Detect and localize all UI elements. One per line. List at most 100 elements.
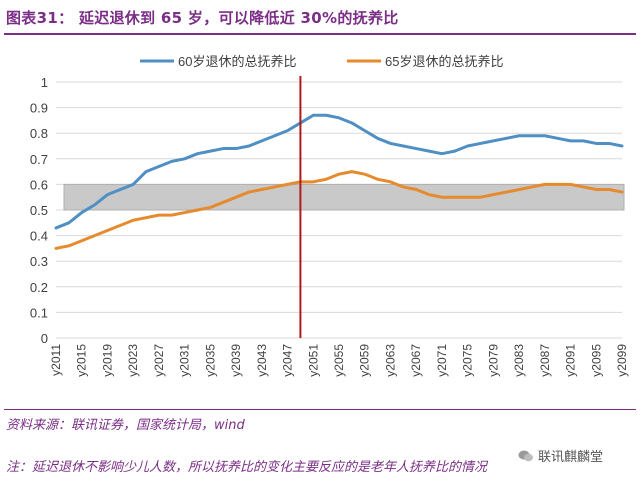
data-point (68, 245, 70, 247)
data-point (196, 152, 199, 155)
data-point (582, 186, 585, 188)
data-point (312, 114, 315, 117)
footnote: 注：延迟退休不影响少儿人数，所以抚养比的变化主要反应的是老年人抚养比的情况 (6, 460, 488, 475)
y-tick-label: 1 (41, 75, 48, 90)
data-point (273, 186, 276, 188)
data-point (453, 196, 456, 198)
x-tick-label: y2027 (152, 344, 166, 377)
data-point (428, 193, 430, 196)
data-point (351, 122, 353, 124)
wechat-icon (518, 450, 533, 461)
data-point (158, 214, 160, 216)
data-point (453, 150, 456, 152)
x-tick-label: y2087 (538, 344, 552, 377)
y-tick-label: 0.9 (30, 101, 48, 116)
data-point (248, 191, 250, 193)
y-tick-label: 0.1 (30, 305, 48, 320)
data-point (119, 188, 122, 191)
data-point (556, 183, 559, 186)
x-tick-label: y2051 (306, 344, 320, 377)
data-point (183, 211, 186, 214)
data-point (286, 183, 289, 186)
data-point (248, 145, 250, 147)
data-point (402, 186, 405, 188)
y-tick-label: 0.2 (30, 280, 48, 295)
data-point (389, 142, 392, 145)
data-point (363, 129, 366, 132)
data-point (312, 181, 315, 183)
data-point (273, 134, 276, 137)
data-point (441, 196, 443, 198)
data-point (479, 142, 482, 145)
data-point (145, 216, 147, 219)
data-point (55, 227, 57, 229)
data-point (428, 150, 430, 152)
data-point (608, 142, 610, 145)
data-point (209, 206, 212, 209)
watermark-text: 联讯麒麟堂 (538, 450, 604, 465)
x-tick-label: y2055 (332, 344, 346, 377)
series-line-60 (54, 113, 624, 230)
dependency-ratio-chart: 0 0.1 0.2 0.3 0.4 0.5 0.6 0.7 0.8 0.9 1 y2011 y2015… (30, 54, 629, 377)
data-point (93, 204, 96, 206)
data-point (595, 188, 598, 191)
data-point (338, 117, 340, 119)
data-point (170, 160, 173, 163)
data-point (544, 183, 546, 186)
y-tick-label: 0.5 (30, 203, 48, 218)
data-point (286, 129, 289, 132)
x-tick-label: y2059 (358, 344, 372, 377)
x-tick-label: y2063 (383, 344, 397, 377)
data-point (222, 147, 225, 150)
x-tick-label: y2091 (564, 344, 578, 377)
data-point (582, 140, 585, 142)
x-tick-label: y2067 (409, 344, 423, 377)
data-point (376, 137, 379, 140)
title-bar: 图表31： 延迟退休到 65 岁，可以降低近 30%的抚养比 (0, 0, 642, 35)
x-tick-label: y2099 (615, 344, 629, 377)
data-point (235, 196, 237, 198)
data-point (170, 214, 173, 216)
data-point (479, 196, 482, 198)
data-point (441, 152, 443, 155)
chart-title: 图表31： 延迟退休到 65 岁，可以降低近 30%的抚养比 (6, 9, 399, 27)
watermark: 联讯麒麟堂 (518, 446, 603, 465)
x-tick-label: y2095 (589, 344, 603, 377)
data-point (132, 219, 134, 222)
x-tick-label: y2035 (203, 344, 217, 377)
data-point (196, 209, 199, 211)
data-point (376, 178, 379, 181)
data-point (325, 114, 327, 117)
data-point (93, 234, 96, 237)
data-point (544, 134, 546, 137)
target-band (63, 183, 625, 211)
data-point (106, 193, 109, 196)
data-point (261, 188, 263, 191)
y-tick-label: 0.6 (30, 177, 48, 192)
data-point (531, 134, 533, 137)
data-point (621, 191, 623, 193)
data-point (68, 222, 70, 224)
data-point (608, 188, 610, 191)
data-point (158, 165, 160, 168)
data-point (402, 145, 405, 147)
data-point (132, 183, 134, 186)
data-point (235, 147, 237, 150)
x-tick-label: y2023 (126, 344, 140, 377)
legend-label-65: 65岁退休的总抚养比 (385, 54, 503, 69)
data-point (518, 134, 520, 137)
data-point (261, 140, 263, 142)
data-point (531, 186, 533, 188)
data-point (556, 137, 559, 140)
y-tick-label: 0.8 (30, 126, 48, 141)
x-tick-label: y2071 (435, 344, 449, 377)
data-point (505, 137, 508, 140)
data-point (569, 183, 572, 186)
x-tick-label: y2011 (49, 344, 63, 376)
data-point (351, 170, 353, 173)
data-point (145, 170, 147, 173)
series-lines (54, 113, 624, 250)
data-point (389, 181, 392, 183)
data-point (415, 147, 417, 150)
data-point (80, 211, 83, 214)
